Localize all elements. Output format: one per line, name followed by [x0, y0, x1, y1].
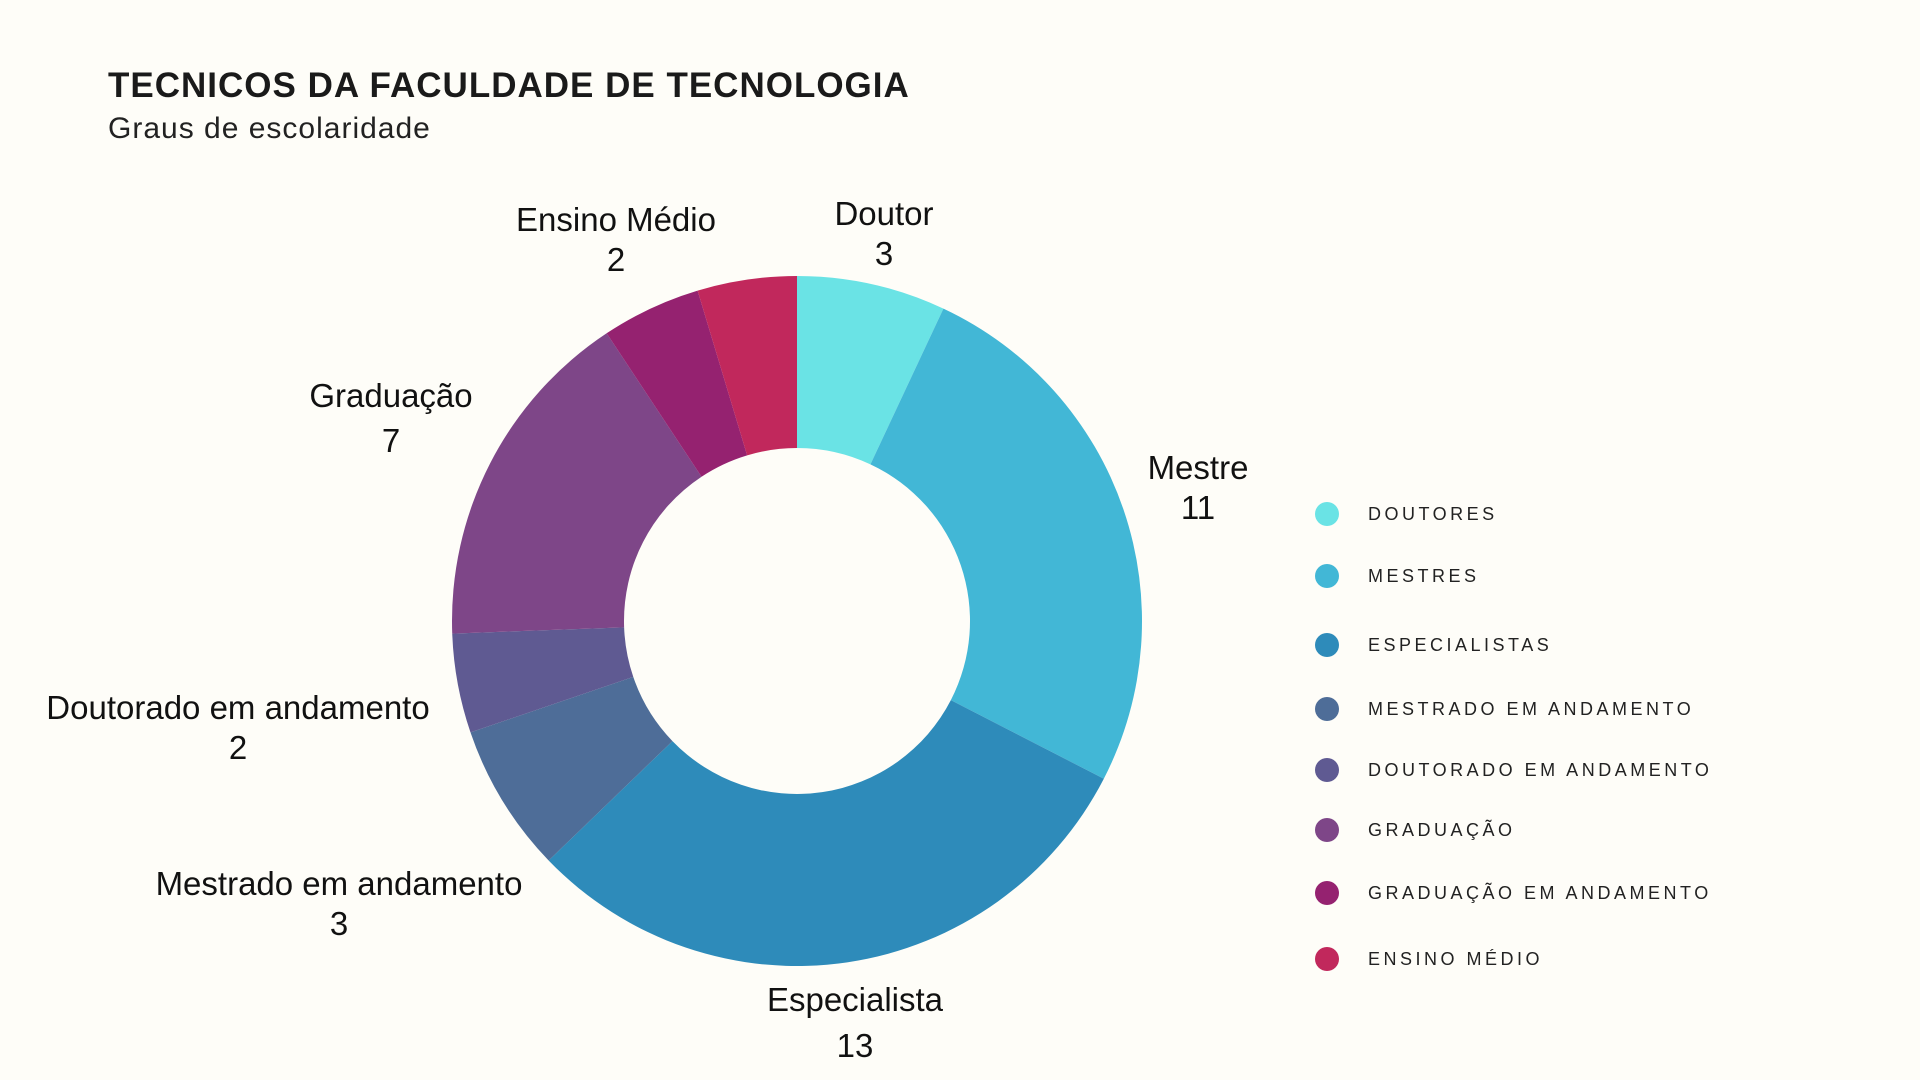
slice-label-ensino-medio: Ensino Médio 2 [516, 201, 716, 278]
legend-swatch [1315, 697, 1339, 721]
legend-swatch [1315, 881, 1339, 905]
donut-slice-doutor [797, 276, 944, 465]
donut-slice-gradua-o [452, 333, 702, 634]
legend-item: MESTRES [1315, 563, 1480, 589]
legend-swatch [1315, 947, 1339, 971]
legend-item: ENSINO MÉDIO [1315, 946, 1543, 972]
legend-item: GRADUAÇÃO [1315, 817, 1516, 843]
legend-swatch [1315, 502, 1339, 526]
donut-slice-especialista [548, 700, 1104, 966]
legend-label: GRADUAÇÃO [1368, 819, 1516, 840]
legend-swatch [1315, 758, 1339, 782]
legend-label: ESPECIALISTAS [1368, 634, 1553, 655]
legend-label: DOUTORADO EM ANDAMENTO [1368, 759, 1713, 780]
chart-title: TECNICOS DA FACULDADE DE TECNOLOGIA [108, 66, 910, 105]
slice-label-mestrado-andamento: Mestrado em andamento 3 [155, 865, 523, 942]
slice-label-graduacao: Graduação 7 [309, 377, 473, 459]
legend-label: DOUTORES [1368, 503, 1498, 524]
legend-label: MESTRES [1368, 565, 1480, 586]
slice-label-especialista: Especialista 13 [766, 981, 944, 1064]
legend-item: MESTRADO EM ANDAMENTO [1315, 696, 1694, 722]
donut-slice-graduacao-em-andamento [606, 290, 748, 477]
donut-slice-mestre [870, 308, 1142, 779]
legend-swatch [1315, 633, 1339, 657]
legend-item: GRADUAÇÃO EM ANDAMENTO [1315, 880, 1712, 906]
slice-label-doutor: Doutor 3 [834, 195, 934, 272]
legend-label: GRADUAÇÃO EM ANDAMENTO [1368, 882, 1712, 903]
chart-subtitle: Graus de escolaridade [108, 112, 431, 145]
legend-item: ESPECIALISTAS [1315, 632, 1552, 658]
legend-label: ENSINO MÉDIO [1368, 948, 1544, 969]
legend-item: DOUTORES [1315, 501, 1498, 527]
slice-label-doutorado-andamento: Doutorado em andamento 2 [46, 689, 430, 766]
donut-slice-ensino-m-dio [697, 276, 797, 456]
donut-slice-doutorado-em-andamento [452, 627, 634, 733]
slice-label-mestre: Mestre 11 [1147, 449, 1249, 526]
legend-label: MESTRADO EM ANDAMENTO [1368, 698, 1695, 719]
legend-item: DOUTORADO EM ANDAMENTO [1315, 757, 1712, 783]
donut-slice-mestrado-em-andamento [470, 676, 673, 861]
legend-swatch [1315, 818, 1339, 842]
legend-swatch [1315, 564, 1339, 588]
